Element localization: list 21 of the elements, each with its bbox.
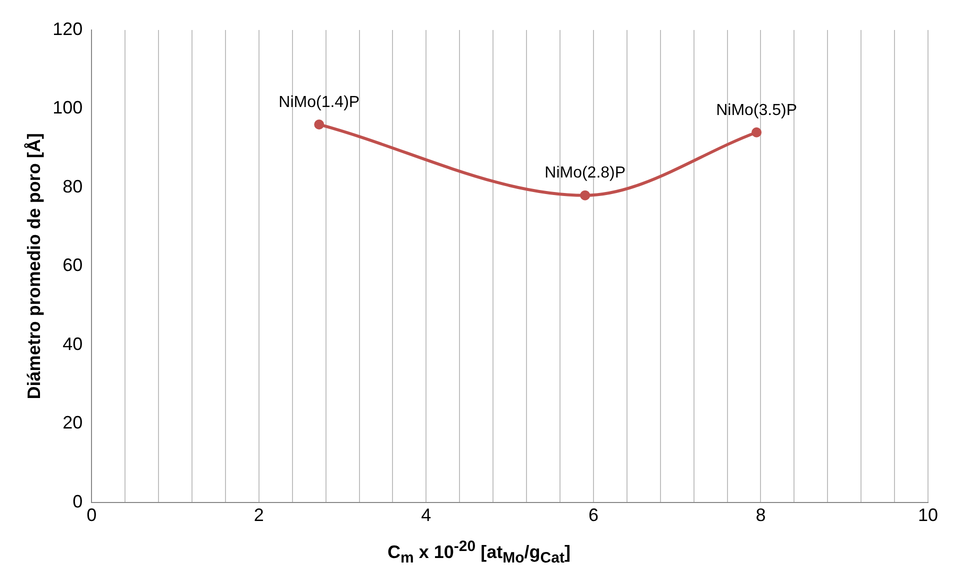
point bbox=[314, 119, 324, 130]
x-tick-label: 6 bbox=[588, 505, 598, 526]
annotation: NiMo(1.4)P bbox=[278, 94, 360, 111]
y-axis-title: Diámetro promedio de poro [Å] bbox=[24, 133, 44, 400]
x-tick-label: 2 bbox=[254, 505, 264, 526]
y-tick-label: 60 bbox=[62, 255, 83, 276]
x-tick-label: 8 bbox=[756, 505, 766, 526]
x-tick-label: 4 bbox=[421, 505, 432, 526]
point bbox=[752, 127, 762, 138]
y-tick-label: 40 bbox=[62, 334, 83, 354]
text: C$_{m}$ x 10$^{-20}$ [at$_{Mo}$/g$_{Cat}$] bbox=[388, 538, 570, 567]
annotation: NiMo(2.8)P bbox=[544, 164, 626, 182]
y-tick-label: 80 bbox=[62, 176, 83, 196]
y-tick-label: 0 bbox=[72, 491, 83, 512]
point bbox=[580, 190, 590, 200]
x-tick-label: 0 bbox=[86, 505, 97, 526]
y-tick-label: 100 bbox=[52, 98, 83, 118]
y-tick-label: 20 bbox=[62, 412, 83, 433]
x-tick-label: 10 bbox=[918, 505, 938, 526]
y-tick-label: 120 bbox=[52, 18, 83, 39]
annotation: NiMo(3.5)P bbox=[716, 102, 797, 119]
